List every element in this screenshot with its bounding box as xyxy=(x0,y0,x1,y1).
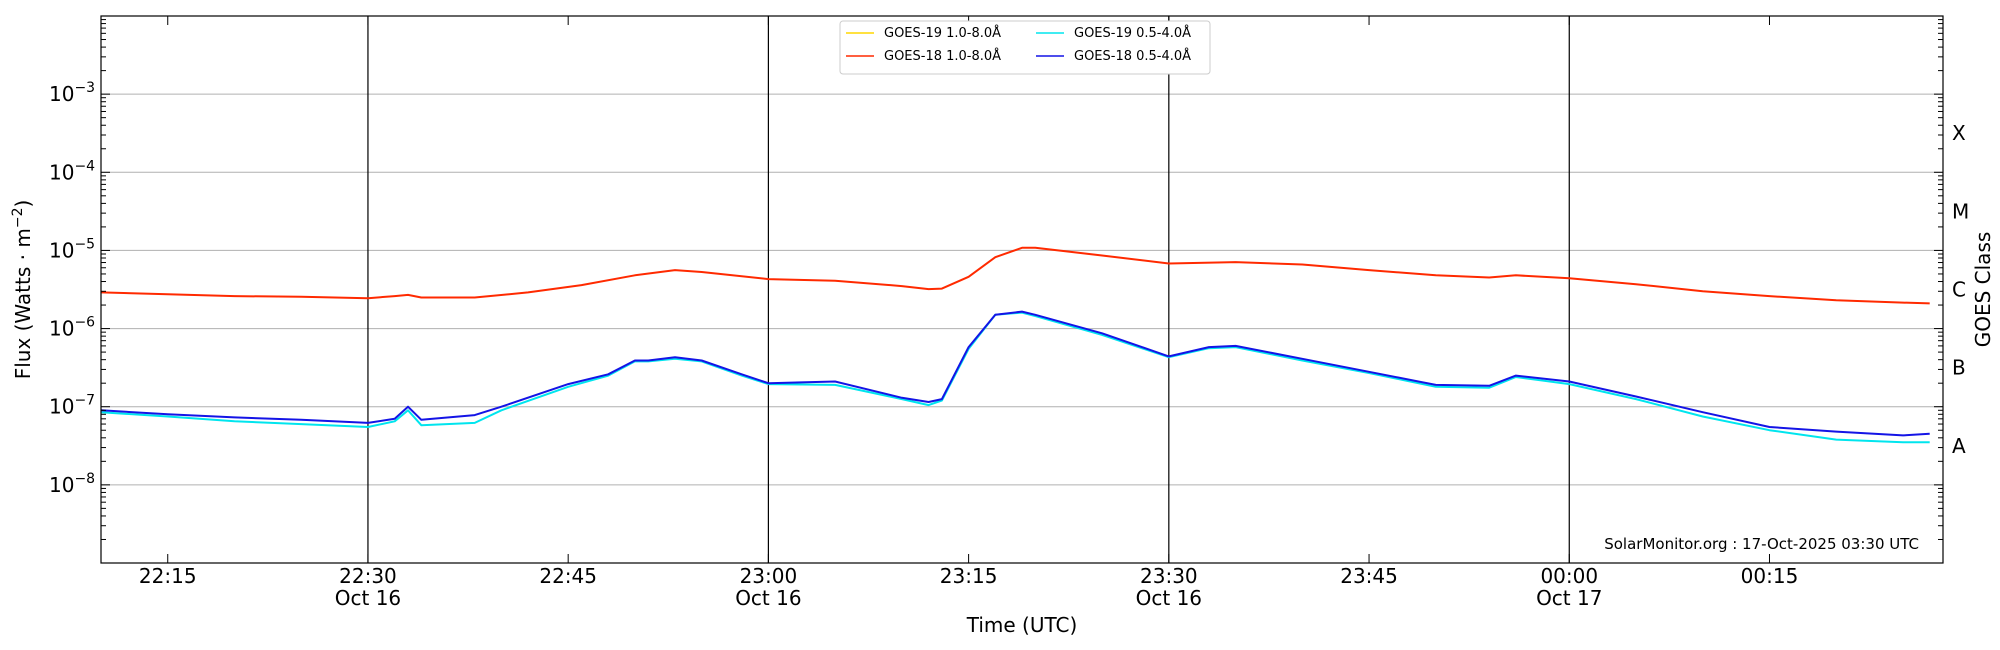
x-tick-date-7: Oct 17 xyxy=(1536,586,1602,610)
legend: GOES-19 1.0-8.0Å GOES-18 1.0-8.0Å GOES-19 … xyxy=(839,20,1211,75)
x-tick-date-1: Oct 16 xyxy=(335,586,401,610)
class-label-A: A xyxy=(1952,434,1966,458)
day-time-markers xyxy=(367,16,1570,563)
x-tick-label-2: 22:45 xyxy=(539,564,597,588)
series-lines xyxy=(100,246,1930,444)
series-line-2 xyxy=(100,311,1930,444)
class-label-M: M xyxy=(1952,199,1969,223)
goes-class-labels: A B C M X xyxy=(1952,121,1969,458)
y-tick-label-1: 10−7 xyxy=(49,393,95,419)
x-tick-label-1: 22:30 xyxy=(339,564,397,588)
class-label-B: B xyxy=(1952,356,1966,380)
x-tick-label-7: 00:00 xyxy=(1540,564,1598,588)
gridlines xyxy=(101,93,1943,486)
legend-label-2: GOES-19 0.5-4.0Å xyxy=(1074,25,1191,41)
credit-text: SolarMonitor.org : 17-Oct-2025 03:30 UTC xyxy=(1604,535,1919,553)
legend-label-0: GOES-19 1.0-8.0Å xyxy=(884,25,1001,41)
legend-label-1: GOES-18 1.0-8.0Å xyxy=(884,48,1001,64)
legend-label-3: GOES-18 0.5-4.0Å xyxy=(1074,48,1191,64)
x-axis-title: Time (UTC) xyxy=(966,613,1078,637)
x-tick-label-0: 22:15 xyxy=(139,564,197,588)
goes-class-axis-title: GOES Class xyxy=(1971,232,1995,348)
y-tick-label-4: 10−4 xyxy=(49,158,95,184)
x-tick-label-8: 00:15 xyxy=(1741,564,1799,588)
x-tick-date-3: Oct 16 xyxy=(735,586,801,610)
y-tick-label-0: 10−8 xyxy=(49,471,95,497)
y-tick-label-2: 10−6 xyxy=(49,315,95,341)
y-axis-ticks: 10−8 10−7 10−6 10−5 10−4 10−3 xyxy=(49,19,1943,564)
y-tick-label-5: 10−3 xyxy=(49,80,95,106)
y-tick-label-3: 10−5 xyxy=(49,236,95,262)
x-tick-label-4: 23:15 xyxy=(940,564,998,588)
class-label-C: C xyxy=(1952,278,1966,302)
class-label-X: X xyxy=(1952,121,1966,145)
x-tick-label-5: 23:30 xyxy=(1140,564,1198,588)
y-axis-title: Flux (Watts · m−2) xyxy=(10,200,35,380)
legend-box xyxy=(839,20,1211,75)
series-line-3 xyxy=(100,310,1930,437)
x-tick-label-3: 23:00 xyxy=(740,564,798,588)
plot-frame xyxy=(100,15,1944,564)
x-tick-date-5: Oct 16 xyxy=(1136,586,1202,610)
series-line-1 xyxy=(100,246,1930,305)
x-tick-label-6: 23:45 xyxy=(1340,564,1398,588)
